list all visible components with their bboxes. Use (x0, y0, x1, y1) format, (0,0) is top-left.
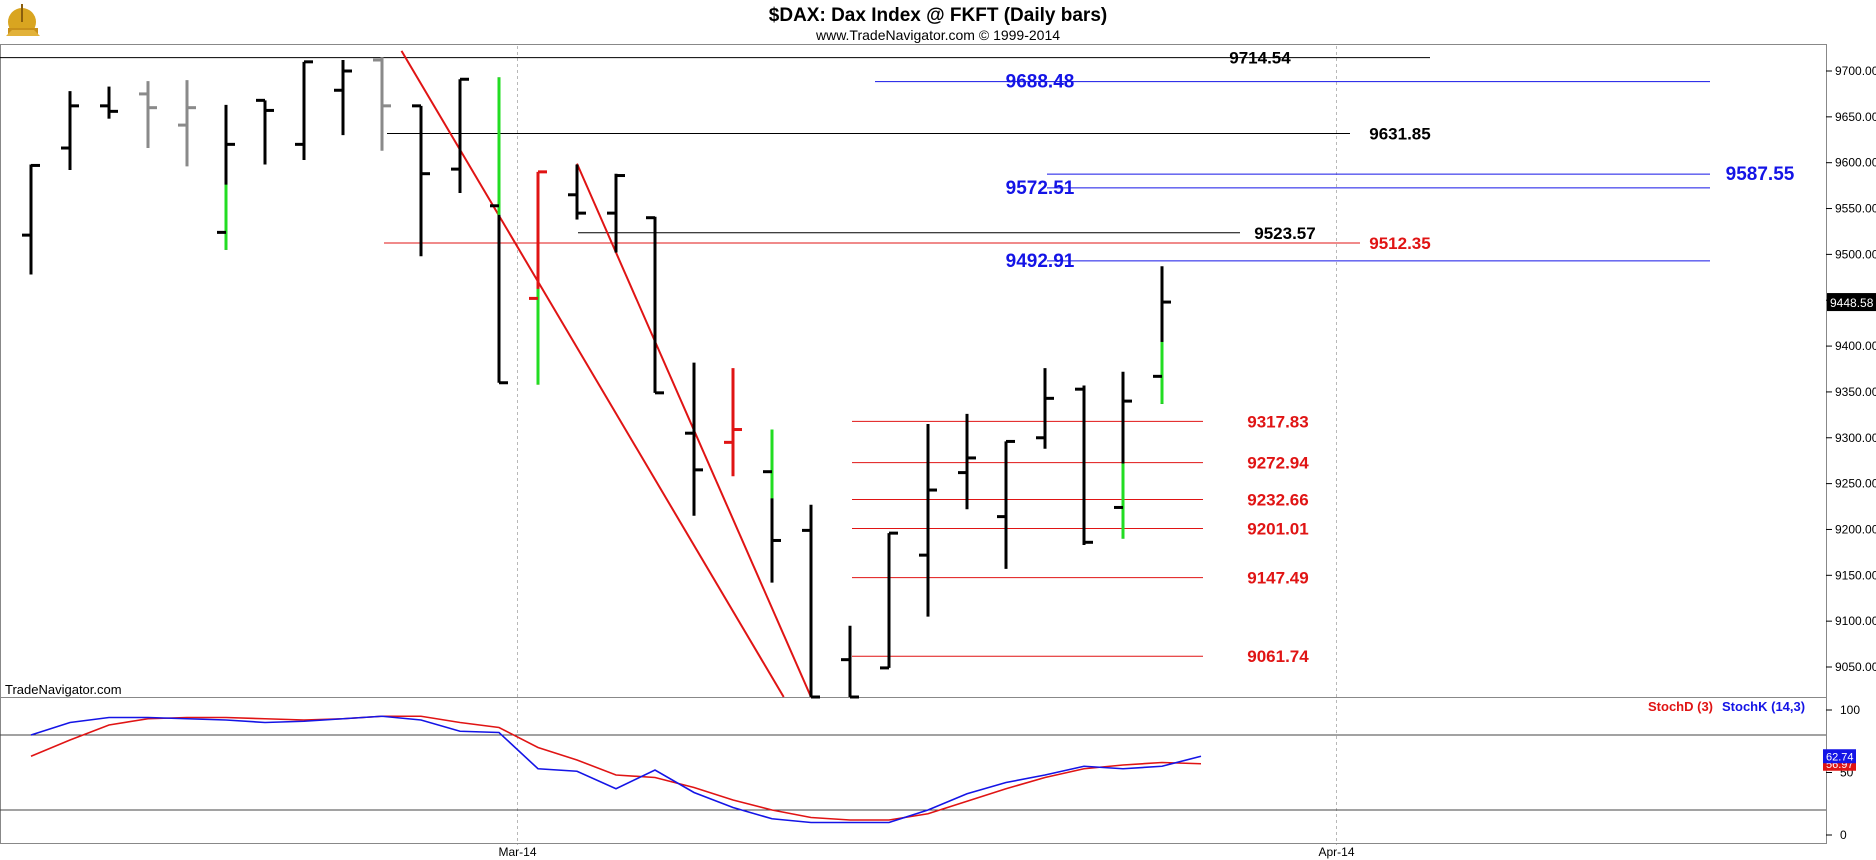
level-label: 9201.01 (1247, 520, 1308, 539)
y-tick-label: 9150.00 (1835, 568, 1876, 582)
trade-navigator-logo (6, 4, 40, 36)
x-tick-label: Apr-14 (1318, 845, 1354, 859)
level-label: 9631.85 (1369, 124, 1430, 143)
stoch-legend-entry: StochD (3) (1648, 699, 1713, 714)
y-tick-label: 9700.00 (1835, 64, 1876, 78)
x-tick-label: Mar-14 (498, 845, 536, 859)
y-tick-label: 9100.00 (1835, 614, 1876, 628)
ohlc-bars (22, 57, 1171, 699)
level-label: 9317.83 (1247, 412, 1308, 431)
last-price-label: 9448.58 (1830, 296, 1874, 310)
stoch-y-tick-label: 0 (1840, 828, 1847, 842)
stoch-series-line (30, 715, 1202, 824)
watermark-text: TradeNavigator.com (5, 682, 122, 697)
y-tick-label: 9250.00 (1835, 477, 1876, 491)
y-tick-label: 9600.00 (1835, 156, 1876, 170)
level-label: 9061.74 (1247, 647, 1309, 666)
y-tick-label: 9350.00 (1835, 385, 1876, 399)
stoch-legend-entry: StochK (14,3) (1722, 699, 1805, 714)
y-tick-label: 9400.00 (1835, 339, 1876, 353)
price-panel-frame (0, 44, 1827, 698)
stoch-series-line (30, 715, 1202, 821)
level-label: 9147.49 (1247, 569, 1308, 588)
last-price-box (1827, 293, 1876, 312)
stoch-last-box (1823, 749, 1856, 764)
y-tick-label: 9650.00 (1835, 110, 1876, 124)
stoch-last-label: 62.74 (1826, 751, 1854, 763)
level-label: 9492.91 (1006, 251, 1075, 272)
price-levels: 9714.54 9688.48 9631.85 9587.55 9572.51 9523.… (0, 49, 1795, 666)
price-y-axis: 9050.00 9100.00 9150.00 9200.00 9250.00 9300.… (1826, 64, 1876, 674)
stoch-y-tick-label: 100 (1840, 703, 1860, 717)
level-label: 9523.57 (1254, 224, 1315, 243)
trendlines (400, 50, 812, 698)
level-label: 9572.51 (1006, 178, 1075, 199)
chart-subtitle: www.TradeNavigator.com © 1999-2014 (815, 27, 1060, 43)
chart-title: $DAX: Dax Index @ FKFT (Daily bars) (769, 5, 1107, 26)
y-tick-label: 9200.00 (1835, 522, 1876, 536)
level-label: 9232.66 (1247, 491, 1308, 510)
trendline (400, 50, 785, 698)
x-axis: Mar-14 Apr-14 (498, 845, 1354, 859)
y-tick-label: 9050.00 (1835, 660, 1876, 674)
level-label: 9688.48 (1006, 72, 1075, 93)
y-tick-label: 9300.00 (1835, 431, 1876, 445)
y-tick-label: 9550.00 (1835, 202, 1876, 216)
y-tick-label: 9500.00 (1835, 247, 1876, 261)
x-grid (517, 46, 1337, 845)
level-label: 9587.55 (1726, 164, 1795, 185)
level-label: 9714.54 (1229, 49, 1291, 68)
level-label: 9272.94 (1247, 454, 1309, 473)
level-label: 9512.35 (1369, 234, 1430, 253)
